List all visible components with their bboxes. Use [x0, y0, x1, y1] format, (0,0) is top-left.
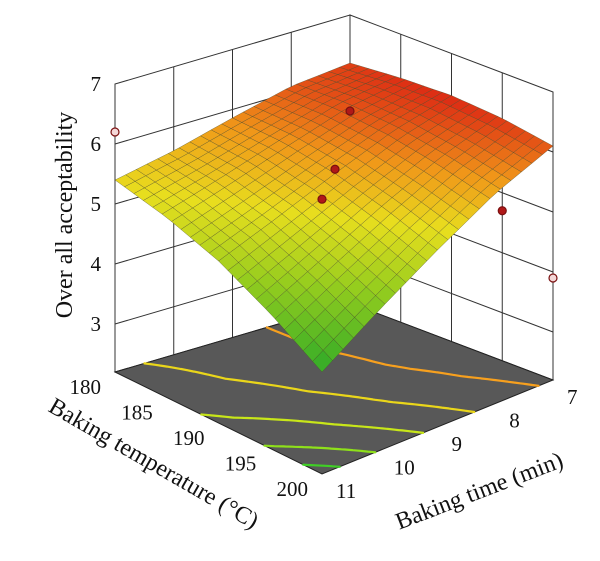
design-point: [345, 106, 355, 116]
design-point: [110, 127, 120, 137]
design-point: [317, 194, 327, 204]
tick-labels: 3 4 5 6 7 180 185 190 195 200 7 8 9 10 11: [70, 72, 578, 503]
y-axis-label: Baking time (min): [392, 448, 567, 536]
z-tick-label: 6: [91, 132, 102, 156]
floor-contour-line: [143, 362, 476, 414]
z-axis-label: Over all acceptability: [52, 112, 78, 319]
z-tick-label: 4: [91, 252, 102, 276]
floor-contour-line: [302, 463, 341, 468]
z-tick-label: 5: [91, 192, 102, 216]
z-tick-label: 7: [91, 72, 102, 96]
y-tick-label: 10: [394, 456, 415, 480]
y-tick-label: 9: [452, 432, 463, 456]
z-tick-label: 3: [91, 312, 102, 336]
y-tick-label: 11: [336, 479, 356, 503]
design-points: [110, 106, 558, 283]
floor-contour-line: [263, 444, 377, 454]
floor-contour-line: [200, 413, 425, 434]
floor-contour-plane: [113, 302, 555, 475]
surface-cell: [338, 62, 360, 71]
y-tick-label: 7: [567, 385, 578, 409]
response-surface: [114, 62, 554, 373]
x-tick-label: 185: [121, 401, 153, 425]
y-tick-label: 8: [509, 409, 520, 433]
x-tick-label: 200: [277, 477, 309, 501]
floor-plane: [113, 302, 555, 475]
x-tick-label: 180: [70, 375, 102, 399]
x-tick-label: 190: [173, 426, 205, 450]
design-point: [497, 206, 507, 216]
design-point: [548, 273, 558, 283]
design-point: [330, 164, 340, 174]
x-tick-label: 195: [225, 452, 257, 476]
